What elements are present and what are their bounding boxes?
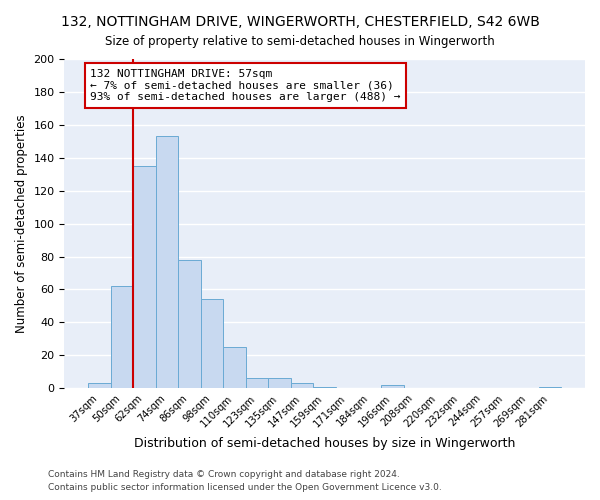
Text: 132 NOTTINGHAM DRIVE: 57sqm
← 7% of semi-detached houses are smaller (36)
93% of: 132 NOTTINGHAM DRIVE: 57sqm ← 7% of semi… [91,69,401,102]
Bar [201,300,223,388]
Bar [223,347,246,388]
Bar [88,383,110,388]
Bar [291,383,313,388]
Bar [155,136,178,388]
Bar [110,286,133,388]
Text: 132, NOTTINGHAM DRIVE, WINGERWORTH, CHESTERFIELD, S42 6WB: 132, NOTTINGHAM DRIVE, WINGERWORTH, CHES… [61,15,539,29]
Bar [313,386,336,388]
Bar [381,385,404,388]
Bar [246,378,268,388]
Bar [539,386,562,388]
Y-axis label: Number of semi-detached properties: Number of semi-detached properties [15,114,28,333]
Text: Size of property relative to semi-detached houses in Wingerworth: Size of property relative to semi-detach… [105,35,495,48]
Text: Contains HM Land Registry data © Crown copyright and database right 2024.
Contai: Contains HM Land Registry data © Crown c… [48,470,442,492]
Bar [133,166,155,388]
Bar [268,378,291,388]
X-axis label: Distribution of semi-detached houses by size in Wingerworth: Distribution of semi-detached houses by … [134,437,515,450]
Bar [178,260,201,388]
